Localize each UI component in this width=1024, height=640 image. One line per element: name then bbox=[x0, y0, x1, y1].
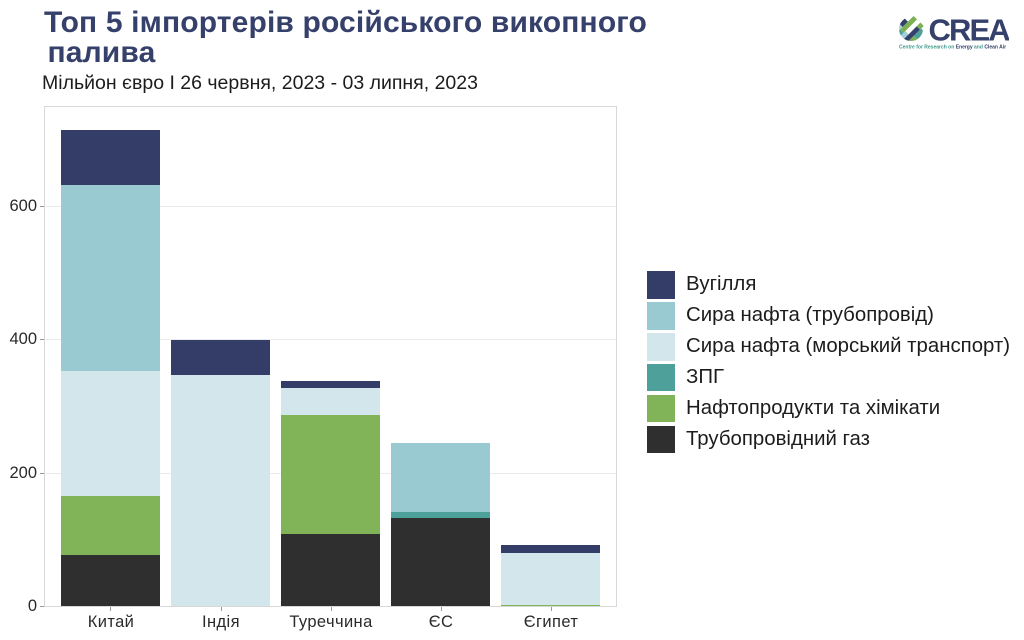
svg-text:Centre for Research on Energy: Centre for Research on Energy and Clean … bbox=[899, 45, 1006, 51]
svg-text:CREA: CREA bbox=[929, 14, 1010, 48]
